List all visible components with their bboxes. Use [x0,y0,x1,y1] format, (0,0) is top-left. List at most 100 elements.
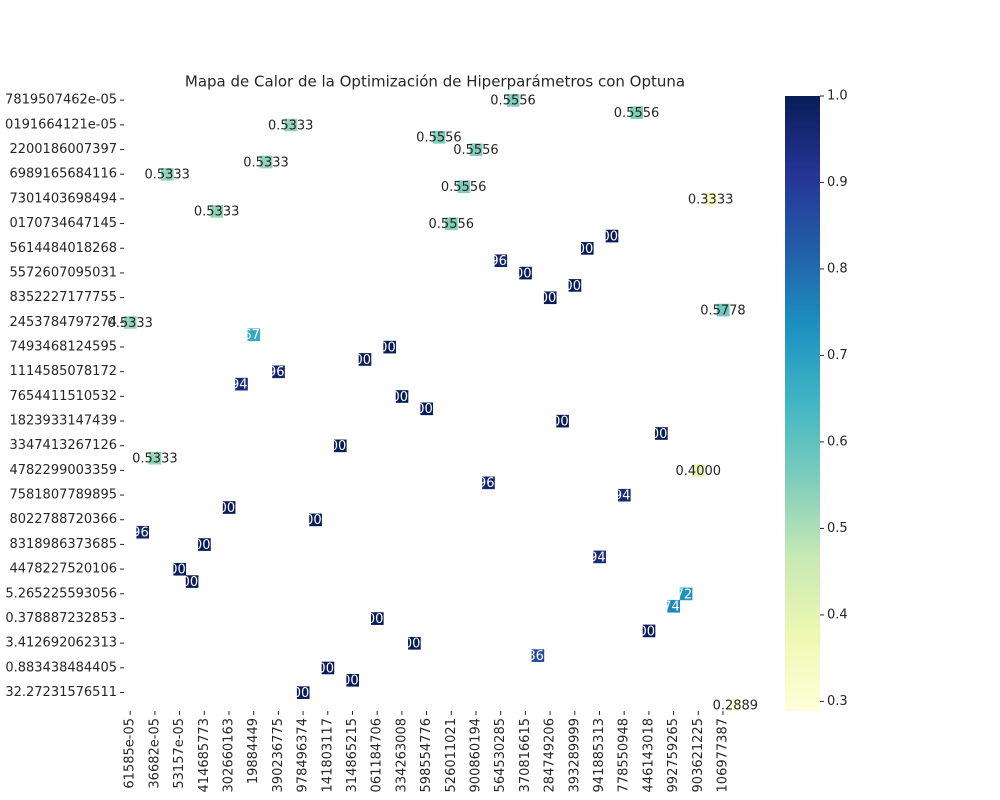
y-tick-label: 5572607095031 [9,265,117,280]
y-tick-label: 0170734647145 [9,216,117,231]
cell-label: 1.0000 [404,402,450,417]
y-tick-label: 5614484018268 [9,241,117,256]
x-tick-label: 941885313 [592,718,607,792]
x-tick-label: 390236775 [271,718,286,792]
cell-label: 0.2889 [713,698,759,713]
cell-label: 0.9697 [478,254,524,269]
cell-label: 1.0000 [280,686,326,701]
x-tick-label: 284749206 [543,718,558,792]
cell-label: 1.0000 [354,612,400,627]
cell-label: 0.5778 [700,303,746,318]
heatmap-cell [556,414,569,428]
x-tick-label: 19884449 [246,718,261,784]
x-tick-label: 900860194 [468,718,483,792]
y-tick-label: 7654411510532 [9,389,117,404]
heatmap-cell [136,525,149,539]
y-tick-label: 5.265225593056 [5,586,117,601]
heatmap-cell [371,612,384,625]
y-tick-label: 8022788720366 [9,512,117,527]
heatmap-cell [247,328,261,342]
x-tick-label: 334263008 [394,718,409,792]
cell-label: 0.5556 [416,131,462,146]
y-tick-label: 7581807789895 [9,488,117,503]
y-tick-label: 7301403698494 [9,191,117,206]
cell-label: 1.0000 [503,266,549,281]
heatmap-cell [408,636,421,650]
x-tick-label: 526011021 [444,718,459,792]
heatmap-cell [679,587,693,601]
y-tick-label: 0.883438484405 [5,660,117,675]
cell-label: 0.5333 [132,452,178,467]
cell-label: 0.7475 [651,600,697,615]
heatmap-cell [692,464,705,477]
heatmap-cell [124,316,137,329]
colorbar-tick-label: 0.8 [827,261,848,276]
cell-label: 1.0000 [552,279,598,294]
heatmap-cell [618,488,631,502]
cell-label: 1.0000 [626,624,672,639]
colorbar-tick-label: 0.4 [827,607,848,622]
heatmap-cell [296,686,310,699]
x-tick-label: 564530285 [493,718,508,792]
cell-label: 1.0000 [293,513,339,528]
cell-label: 0.5556 [490,94,536,109]
cell-label: 0.5333 [144,168,190,183]
heatmap-cell [494,254,508,268]
cell-label: 0.4000 [676,464,722,479]
y-tick-label: 3347413267126 [9,438,117,453]
y-tick-label: 1114585078172 [9,364,117,379]
y-tick-label: 6989165684116 [9,167,117,182]
cell-label: 1.0000 [367,340,413,355]
cell-label: 1.0000 [589,229,635,244]
cell-label: 1.0000 [540,415,586,430]
y-tick-label: 0191664121e-05 [5,117,117,132]
cell-label: 1.0000 [379,390,425,405]
colorbar [785,96,820,711]
heatmap-cell [630,106,643,119]
y-tick-label: 8352227177755 [9,290,117,305]
cell-label: 0.5333 [243,155,289,170]
heatmap-cell [457,180,471,194]
heatmap-cell [531,649,545,662]
cell-label: 0.9495 [577,550,623,565]
cell-label: 1.0000 [342,353,388,368]
heatmap-cell [309,513,322,527]
heatmap-cell [198,538,211,551]
x-tick-label: 36682e-05 [147,718,162,789]
cell-label: 1.0000 [206,501,252,516]
heatmap-cell [716,303,730,317]
heatmap-cell [445,217,458,231]
cell-label: 1.0000 [527,291,573,306]
cell-label: 1.0000 [564,242,610,257]
x-tick-label: 393289999 [567,718,582,792]
x-tick-label: 598554776 [419,718,434,792]
heatmap-cell [383,340,396,354]
heatmap-cell [358,353,372,366]
x-tick-label: 978496374 [296,718,311,792]
cell-label: 0.9697 [466,476,512,491]
colorbar-tick-label: 0.7 [827,348,848,363]
chart-title: Mapa de Calor de la Optimización de Hipe… [185,73,685,91]
heatmap-cell [704,192,718,206]
y-tick-label: 4782299003359 [9,463,117,478]
cell-label: 1.0000 [391,637,437,652]
heatmap-cell [482,476,495,490]
y-tick-label: 32.27231576511 [5,685,117,700]
heatmap-cell [568,279,582,292]
x-tick-label: 61585e-05 [123,718,138,789]
cell-label: 0.6768 [231,328,277,343]
heatmap-cell [235,377,248,391]
cell-label: 1.0000 [638,427,684,442]
cell-label: 0.9697 [120,526,166,541]
y-tick-label: 3.412692062313 [5,636,117,651]
cell-label: 0.5556 [453,143,499,158]
cell-label: 0.3333 [688,192,734,207]
cell-label: 1.0000 [317,439,363,454]
y-tick-label: 2453784797274 [9,315,117,330]
x-tick-label: 778550948 [617,718,632,792]
heatmap-cell [185,575,199,588]
cell-label: 0.7273 [663,587,709,602]
heatmap-cell [333,439,347,453]
y-tick-label: 8318986373685 [9,537,117,552]
